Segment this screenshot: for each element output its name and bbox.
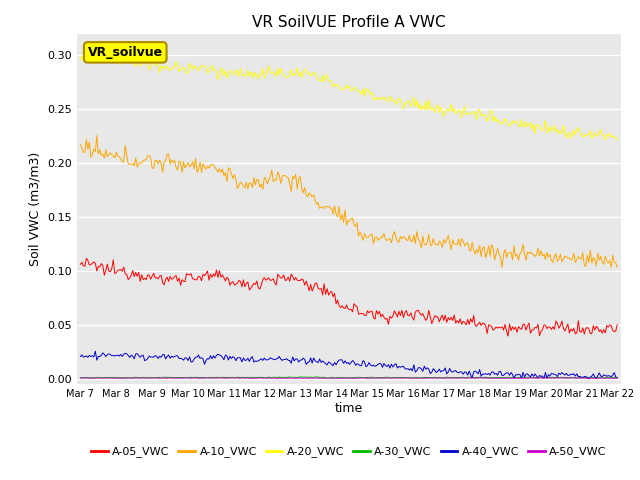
Text: VR_soilvue: VR_soilvue	[88, 46, 163, 59]
Legend: A-05_VWC, A-10_VWC, A-20_VWC, A-30_VWC, A-40_VWC, A-50_VWC: A-05_VWC, A-10_VWC, A-20_VWC, A-30_VWC, …	[86, 442, 611, 462]
Title: VR SoilVUE Profile A VWC: VR SoilVUE Profile A VWC	[252, 15, 445, 30]
X-axis label: time: time	[335, 402, 363, 415]
Y-axis label: Soil VWC (m3/m3): Soil VWC (m3/m3)	[29, 152, 42, 266]
